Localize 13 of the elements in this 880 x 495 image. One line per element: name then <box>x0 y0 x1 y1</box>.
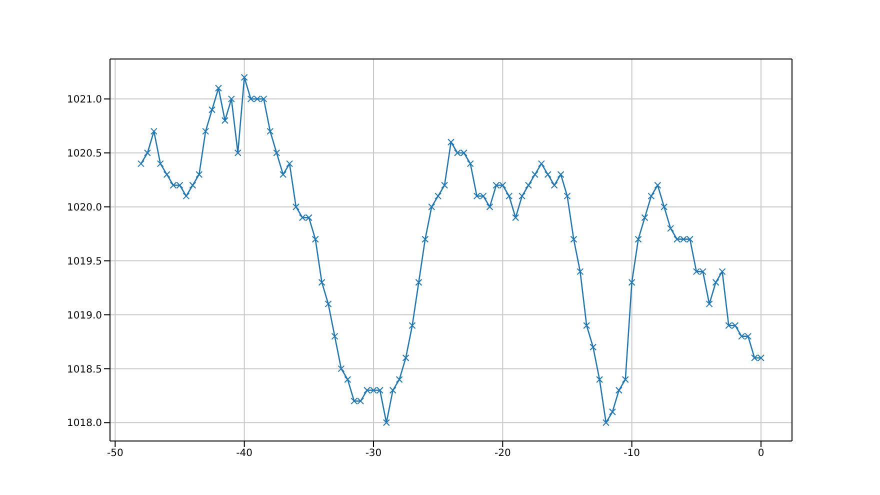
y-tick-label: 1019.0 <box>67 310 102 322</box>
x-tick-label: 0 <box>758 448 764 460</box>
y-tick-label: 1020.0 <box>67 202 102 214</box>
x-tick-label: -20 <box>494 448 511 460</box>
y-tick-label: 1018.0 <box>67 418 102 430</box>
x-tick-label: -50 <box>106 448 124 460</box>
x-tick-label: -30 <box>365 448 382 460</box>
y-tick-label: 1019.5 <box>67 256 102 268</box>
y-tick-label: 1018.5 <box>67 364 102 376</box>
x-tick-label: -40 <box>236 448 253 460</box>
x-tick-label: -10 <box>624 448 640 460</box>
y-tick-label: 1020.5 <box>67 148 102 160</box>
y-tick-label: 1021.0 <box>67 94 102 106</box>
